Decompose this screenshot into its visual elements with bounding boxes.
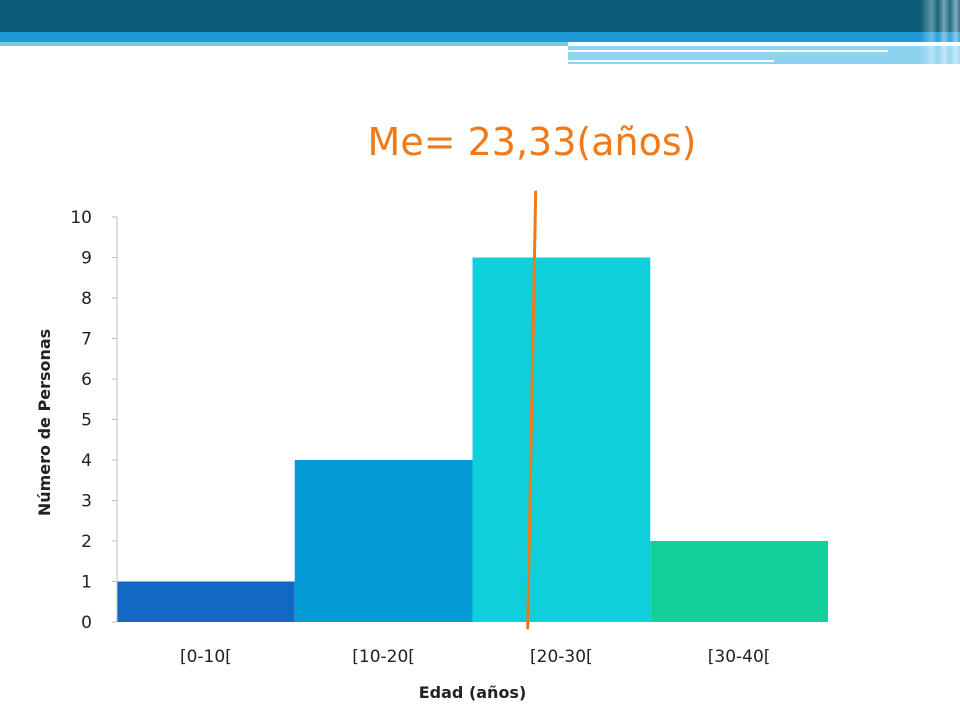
x-tick-label: [30-40[: [708, 647, 771, 667]
labels-layer: 0 1 2 3 4 5 6 7 8 9 10 [0-10[ [10-20[ [20-30[ [30-40[ E…: [35, 208, 770, 702]
histogram-bar: [294, 460, 473, 622]
y-tick-label: 8: [81, 289, 92, 309]
bars-layer: [117, 257, 828, 622]
x-axis-title: Edad (años): [419, 683, 527, 702]
header-gloss: [920, 0, 960, 64]
y-tick-label: 5: [81, 411, 92, 431]
histogram-bar: [650, 541, 828, 622]
header-line: [568, 50, 888, 52]
y-tick-label: 10: [70, 208, 92, 228]
chart-title: Me= 23,33(años): [367, 120, 697, 164]
x-tick-label: [20-30[: [530, 647, 593, 667]
y-axis-title: Número de Personas: [35, 329, 54, 516]
histogram-bar: [117, 581, 295, 622]
median-layer: [526, 190, 538, 630]
y-tick-label: 7: [81, 330, 92, 350]
y-tick-label: 3: [81, 492, 92, 512]
axis-layer: [112, 216, 118, 623]
header-stripe-light: [0, 42, 568, 46]
y-tick-label: 1: [81, 573, 92, 593]
header-stripe: [0, 32, 960, 42]
y-tick-label: 9: [81, 249, 92, 269]
median-line: [526, 190, 538, 630]
y-tick-label: 0: [81, 613, 92, 633]
x-tick-label: [0-10[: [180, 647, 232, 667]
y-tick-label: 4: [81, 451, 92, 471]
header-line: [568, 60, 774, 62]
y-tick-label: 6: [81, 370, 92, 390]
x-tick-label: [10-20[: [352, 647, 415, 667]
histogram-bar: [472, 257, 651, 622]
header-band: [0, 0, 960, 32]
y-tick-label: 2: [81, 532, 92, 552]
